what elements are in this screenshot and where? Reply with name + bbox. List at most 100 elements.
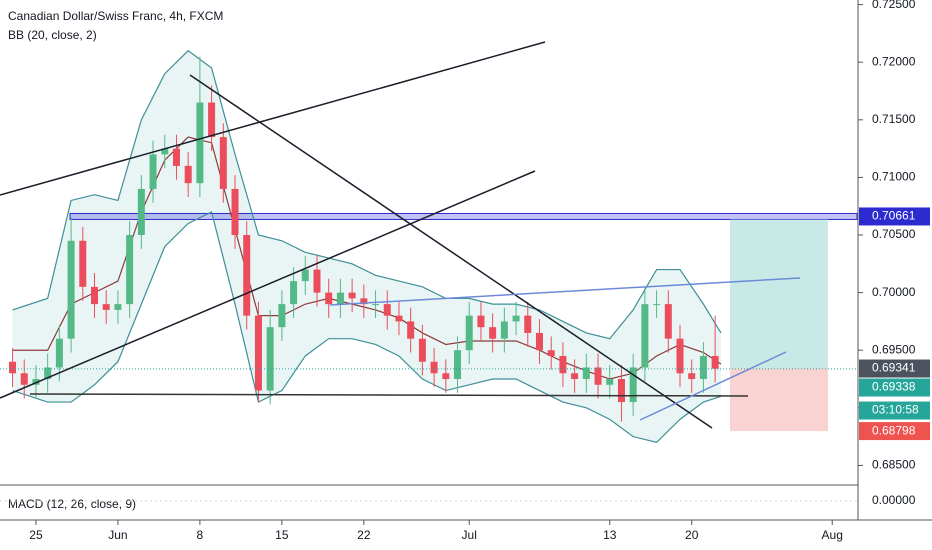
candle-body	[559, 355, 567, 374]
candle-body	[44, 367, 52, 380]
candle-body	[325, 292, 333, 305]
countdown: 03:10:58	[872, 403, 919, 417]
candle-body	[278, 304, 286, 328]
trend-line	[0, 170, 536, 399]
x-tick-label: Jun	[108, 528, 127, 542]
price-label: 0.68798	[872, 423, 916, 437]
candle-body	[231, 188, 239, 236]
x-tick-label: 25	[29, 528, 43, 542]
candle-body	[629, 367, 637, 403]
candle-body	[137, 188, 145, 236]
candle-body	[91, 286, 99, 305]
x-tick-label: 22	[357, 528, 371, 542]
candle-body	[582, 367, 590, 380]
candle-body	[219, 137, 227, 189]
trend-line	[639, 351, 787, 421]
y-tick-label: 0.72000	[872, 54, 916, 68]
band-fill	[12, 50, 721, 443]
candle-body	[535, 332, 543, 351]
candle-body	[20, 373, 28, 385]
candle-body	[500, 321, 508, 339]
candle-body	[571, 373, 579, 380]
price-label-bg	[859, 378, 930, 397]
candle-body	[102, 304, 110, 310]
price-label-bg	[859, 207, 930, 226]
indicator-label: BB (20, close, 2)	[8, 28, 97, 42]
band-line	[12, 211, 722, 444]
price-label-bg	[859, 359, 930, 378]
y-tick-label: 0.68500	[872, 458, 916, 472]
stop-area	[730, 368, 828, 432]
x-tick-label: Aug	[822, 528, 843, 542]
candle-body	[641, 304, 649, 368]
candle-body	[360, 298, 368, 305]
candle-body	[454, 350, 462, 380]
candle-body	[711, 355, 719, 369]
candle-body	[688, 373, 696, 380]
candle-body	[348, 292, 356, 299]
candle-body	[243, 235, 251, 316]
candle-body	[184, 165, 192, 184]
candle-body	[372, 304, 380, 306]
candle-body	[606, 379, 614, 385]
candle-body	[336, 292, 344, 305]
candle-body	[254, 315, 262, 391]
candle-body	[9, 361, 17, 374]
candle-body	[512, 315, 520, 322]
macd-label: MACD (12, 26, close, 9)	[8, 497, 136, 511]
candle-body	[208, 102, 216, 138]
x-tick-label: 15	[275, 528, 289, 542]
candle-body	[67, 240, 75, 339]
candle-body	[465, 315, 473, 351]
trend-line	[189, 74, 713, 429]
candle-body	[290, 281, 298, 305]
candle-body	[699, 355, 707, 380]
candle-body	[126, 235, 134, 305]
candle-body	[395, 315, 403, 322]
price-label-bg	[859, 422, 930, 441]
candle-body	[79, 240, 87, 287]
candle-body	[489, 327, 497, 339]
y-tick-label: 0.71500	[872, 112, 916, 126]
trend-line	[0, 41, 546, 196]
price-label: 0.70661	[872, 209, 916, 223]
x-tick-label: Jul	[462, 528, 477, 542]
x-tick-label: 8	[197, 528, 204, 542]
countdown-bg	[859, 401, 930, 420]
candle-body	[676, 338, 684, 374]
candle-body	[149, 154, 157, 189]
candle-body	[617, 379, 625, 403]
y-tick-label: 0.72500	[872, 0, 916, 11]
candle-body	[594, 367, 602, 385]
drawings	[0, 41, 801, 429]
candle-body	[266, 327, 274, 391]
candle-body	[547, 350, 555, 356]
trend-line	[329, 277, 801, 306]
y-tick-label: 0.70500	[872, 227, 916, 241]
candle-body	[418, 338, 426, 362]
candle-body	[172, 148, 180, 166]
candle-body	[196, 102, 204, 184]
candle-body	[430, 361, 438, 374]
candle-body	[313, 269, 321, 293]
plot-area	[0, 49, 858, 444]
candle-body	[477, 315, 485, 328]
support-line	[29, 393, 749, 397]
candle-body	[407, 321, 415, 339]
candle-body	[383, 304, 391, 316]
x-tick-label: 13	[603, 528, 617, 542]
band-line	[12, 49, 722, 340]
candle-body	[653, 304, 661, 306]
candle-body	[301, 269, 309, 282]
y-tick-label: 0.70000	[872, 285, 916, 299]
candle-body	[55, 338, 63, 368]
candle-body	[114, 304, 122, 310]
macd-tick-label: 0.00000	[872, 493, 916, 507]
target-area	[730, 219, 828, 369]
candle-body	[664, 304, 672, 339]
price-label: 0.69341	[872, 361, 916, 375]
candle-body	[32, 379, 40, 385]
y-tick-label: 0.69500	[872, 342, 916, 356]
y-tick-label: 0.71000	[872, 170, 916, 184]
